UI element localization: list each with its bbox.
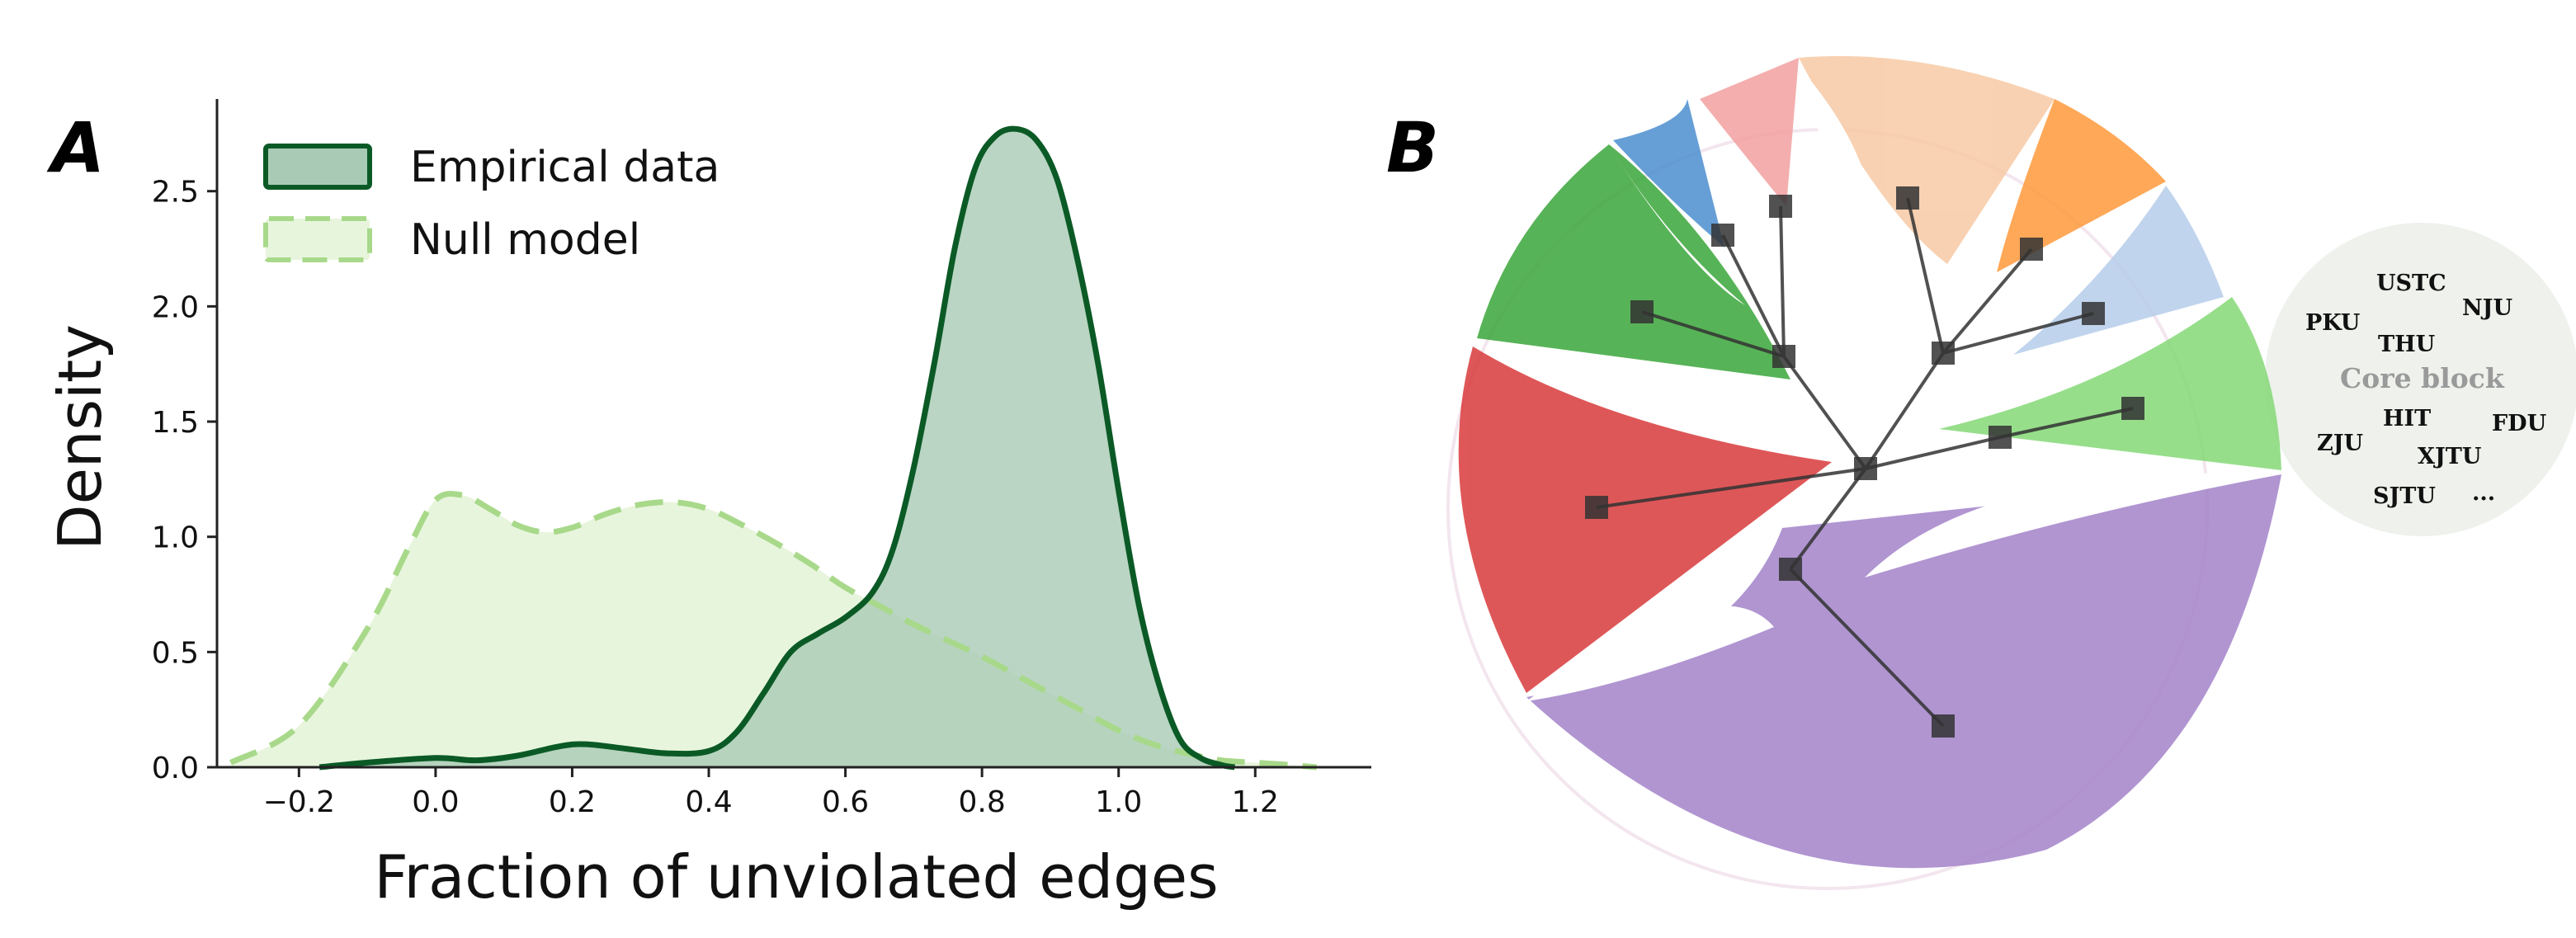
tree-edge (1906, 197, 1945, 354)
block-marker (1779, 558, 1802, 581)
empirical-data-area (319, 129, 1235, 767)
core-uni-fdu: FDU (2492, 411, 2546, 436)
tree-edge (1865, 436, 2001, 470)
density-chart: −0.2 0.0 0.2 0.4 0.6 0.8 1.0 1.2 0.0 0.5 1.0 1.5 2.… (45, 99, 1371, 912)
tree-edge (1596, 467, 1866, 509)
y-tick-label: 2.5 (152, 176, 199, 210)
block-markers (1585, 186, 2144, 738)
block-marker (1989, 426, 2012, 449)
empirical-data-curve (318, 125, 1236, 771)
block-marker (1896, 186, 1919, 210)
y-tick-label: 0.5 (152, 636, 199, 670)
x-tick-label: 0.8 (959, 785, 1006, 819)
legend-swatch-null-model (263, 216, 372, 262)
tree-edge (1721, 234, 1786, 357)
tree-edge (1864, 351, 1945, 470)
block-marker (2020, 238, 2043, 261)
legend-swatch-empirical (263, 144, 372, 190)
block-marker (1772, 345, 1795, 368)
core-uni-sjtu: SJTU (2373, 483, 2436, 509)
edge-fan-peach (1799, 56, 2055, 265)
chart-legend: Empirical data Null model (263, 143, 719, 265)
core-uni-thu: THU (2378, 332, 2435, 357)
y-axis-label: Density (45, 324, 115, 550)
tree-edge (1789, 467, 1867, 571)
core-uni-zju: ZJU (2317, 431, 2363, 456)
tree-edges (1596, 197, 2134, 728)
tree-edge (1641, 310, 1785, 358)
block-marker (1630, 300, 1654, 323)
edge-fans (1458, 56, 2281, 869)
block-marker (2082, 302, 2105, 325)
tree-edge (1779, 205, 1786, 357)
tree-edge (1782, 355, 1867, 470)
core-uni-hit: HIT (2383, 406, 2431, 431)
block-marker (2121, 397, 2144, 420)
x-tick-label: 0.6 (822, 785, 869, 819)
panel-b-letter: B (1386, 107, 1439, 188)
edge-fan-orange (1997, 99, 2166, 272)
hierarchy-circle-diagram: USTC PKU NJU THU Core block HIT FDU ZJU … (1446, 56, 2576, 890)
fan-gaps (1477, 66, 2281, 701)
x-tick-label: 1.2 (1232, 785, 1279, 819)
edge-fan-pink (1700, 58, 1799, 206)
null-model-curve (229, 491, 1318, 771)
y-tick-label: 1.0 (152, 521, 199, 555)
core-block-bubble (2265, 223, 2576, 536)
core-uni-pku: PKU (2305, 310, 2360, 336)
gap-right (1865, 473, 2281, 577)
edge-fan-green (1477, 144, 1790, 379)
x-axis-ticks: −0.2 0.0 0.2 0.4 0.6 0.8 1.0 1.2 (263, 767, 1279, 819)
tree-edge (1942, 312, 2094, 355)
core-uni-xjtu: XJTU (2418, 444, 2481, 469)
tree-edge (1789, 568, 1945, 728)
x-tick-label: 0.2 (549, 785, 596, 819)
y-axis-ticks: 0.0 0.5 1.0 1.5 2.0 2.5 (152, 176, 217, 785)
block-marker (1932, 714, 1955, 738)
x-tick-label: 0.0 (412, 785, 459, 819)
y-tick-label: 2.0 (152, 290, 199, 324)
block-marker (1711, 224, 1734, 247)
core-uni-ustc: USTC (2376, 271, 2446, 296)
x-tick-label: 0.4 (685, 785, 732, 819)
core-uni-more: ... (2472, 480, 2495, 506)
x-axis-label: Fraction of unviolated edges (374, 842, 1218, 912)
legend-label-null-model: Null model (410, 215, 640, 265)
core-block-labels: USTC PKU NJU THU Core block HIT FDU ZJU … (2305, 271, 2546, 509)
x-tick-label: −0.2 (263, 785, 335, 819)
y-tick-label: 1.5 (152, 406, 199, 440)
gap-top (1799, 66, 1873, 272)
block-marker (1932, 342, 1955, 365)
edge-fan-lightgreen (1939, 297, 2281, 470)
edge-fan-red (1458, 346, 1832, 693)
panel-a-letter: A (46, 107, 105, 188)
tree-edge (1999, 407, 2134, 439)
tree-edge (1941, 247, 2033, 355)
edge-fan-lightblue (2013, 186, 2224, 355)
gap-lower-left (1526, 606, 1774, 701)
edge-fan-blue (1613, 99, 1724, 247)
core-uni-nju: NJU (2462, 295, 2512, 321)
legend-label-empirical: Empirical data (410, 143, 719, 192)
core-block-title: Core block (2340, 362, 2505, 394)
block-marker (1854, 457, 1877, 480)
edge-fan-purple (1526, 474, 2281, 869)
block-marker (1769, 195, 1792, 218)
block-marker (1585, 496, 1608, 519)
y-tick-label: 0.0 (152, 752, 199, 785)
x-tick-label: 1.0 (1095, 785, 1142, 819)
